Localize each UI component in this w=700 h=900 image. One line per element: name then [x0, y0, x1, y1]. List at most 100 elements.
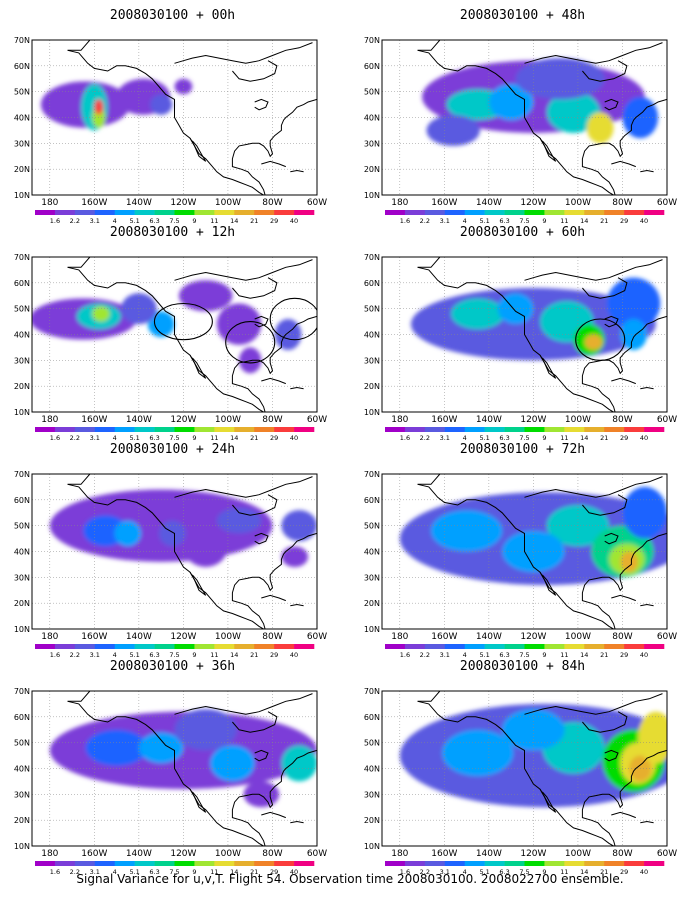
- lat-label: 20N: [364, 165, 380, 174]
- colorbar-label: 7.5: [169, 868, 179, 876]
- colorbar-swatch: [234, 427, 255, 432]
- variance-field: [382, 474, 667, 629]
- lon-label: 160W: [431, 415, 457, 425]
- lon-label: 160W: [81, 415, 107, 425]
- colorbar-swatch: [114, 427, 135, 432]
- colorbar-swatch: [524, 210, 545, 215]
- colorbar-label: 29: [270, 217, 278, 225]
- colorbar-label: 1.6: [400, 434, 410, 442]
- colorbar-swatch: [274, 644, 295, 649]
- colorbar-swatch: [385, 644, 406, 649]
- colorbar-label: 3.1: [440, 434, 450, 442]
- colorbar-label: 29: [270, 868, 278, 876]
- colorbar-label: 9: [192, 434, 196, 442]
- graticule: [32, 40, 317, 195]
- colorbar-swatch: [464, 210, 485, 215]
- colorbar-label: 29: [270, 434, 278, 442]
- graticule: [32, 257, 317, 412]
- lon-label: 80W: [612, 632, 632, 642]
- colorbar-label: 3.1: [440, 217, 450, 225]
- colorbar-swatch: [404, 861, 426, 866]
- colorbar-swatch: [214, 644, 235, 649]
- lon-label: 180: [41, 849, 58, 859]
- colorbar-label: 21: [600, 651, 608, 659]
- colorbar-label: 7.5: [519, 868, 529, 876]
- variance-contour: [502, 709, 565, 751]
- colorbar: 1.6 2.2 3.1 4 5.1 6.3 7.5 9 11 14 21 29 40: [385, 427, 665, 442]
- colorbar-label: 9: [542, 651, 546, 659]
- colorbar-swatch: [644, 210, 665, 215]
- lon-label: 80W: [612, 849, 632, 859]
- lat-label: 10N: [14, 191, 30, 200]
- colorbar-label: 11: [210, 651, 218, 659]
- colorbar-label: 14: [580, 651, 588, 659]
- colorbar-swatch: [114, 210, 135, 215]
- lat-label: 30N: [14, 573, 30, 582]
- colorbar-swatch: [234, 644, 255, 649]
- colorbar-label: 6.3: [499, 651, 509, 659]
- colorbar-swatch: [194, 644, 215, 649]
- colorbar-label: 14: [230, 434, 238, 442]
- variance-contour: [243, 781, 280, 808]
- lat-label: 40N: [14, 548, 30, 557]
- lat-label: 10N: [364, 191, 380, 200]
- colorbar-swatch: [74, 861, 96, 866]
- colorbar-label: 4: [463, 434, 467, 442]
- lon-label: 180: [41, 632, 58, 642]
- lon-label: 180: [391, 198, 408, 208]
- colorbar-swatch: [274, 210, 295, 215]
- variance-field: [32, 691, 317, 846]
- variance-contour: [515, 58, 605, 100]
- lon-label: 60W: [307, 198, 327, 208]
- lat-label: 70N: [14, 687, 30, 696]
- colorbar-swatch: [564, 644, 585, 649]
- colorbar-swatch: [484, 861, 505, 866]
- lat-label: 60N: [14, 496, 30, 505]
- colorbar-swatch: [194, 427, 215, 432]
- variance-field: [32, 474, 317, 629]
- colorbar-swatch: [404, 210, 426, 215]
- colorbar-swatch: [464, 861, 485, 866]
- colorbar-swatch: [504, 644, 525, 649]
- panel-title: 2008030100 + 72h: [459, 442, 586, 457]
- colorbar-swatch: [444, 427, 466, 432]
- lon-label: 140W: [476, 415, 502, 425]
- colorbar-swatch: [274, 861, 295, 866]
- colorbar-label: 1.6: [50, 868, 60, 876]
- panel-title: 2008030100 + 60h: [459, 225, 586, 240]
- colorbar-label: 21: [250, 868, 258, 876]
- variance-contour: [584, 334, 603, 350]
- lon-label: 120W: [520, 632, 546, 642]
- colorbar-label: 4: [463, 651, 467, 659]
- colorbar-swatch: [254, 644, 275, 649]
- graticule: [382, 474, 667, 629]
- lat-label: 60N: [364, 496, 380, 505]
- colorbar-label: 4: [113, 217, 117, 225]
- colorbar: 1.6 2.2 3.1 4 5.1 6.3 7.5 9 11 14 21 29 40: [35, 644, 315, 659]
- colorbar-label: 11: [210, 434, 218, 442]
- panel-title: 2008030100 + 36h: [109, 659, 236, 674]
- panel-title: 2008030100 + 48h: [459, 8, 586, 23]
- colorbar-swatch: [484, 427, 505, 432]
- variance-contour: [174, 78, 193, 95]
- colorbar-swatch: [54, 427, 76, 432]
- lon-label: 100W: [215, 415, 241, 425]
- lat-label: 10N: [364, 842, 380, 851]
- coastline: [417, 257, 667, 412]
- lon-label: 100W: [565, 632, 591, 642]
- map-frame: [381, 39, 668, 196]
- variance-contour: [281, 745, 317, 782]
- lon-label: 60W: [657, 415, 677, 425]
- lon-label: 120W: [170, 198, 196, 208]
- colorbar-swatch: [385, 861, 406, 866]
- colorbar-swatch: [134, 861, 155, 866]
- colorbar-swatch: [35, 644, 56, 649]
- colorbar-swatch: [424, 861, 446, 866]
- lon-label: 140W: [476, 849, 502, 859]
- lon-label: 100W: [565, 849, 591, 859]
- variance-contour: [114, 520, 142, 547]
- lat-label: 50N: [364, 88, 380, 97]
- colorbar-swatch: [644, 427, 665, 432]
- colorbar-swatch: [54, 210, 76, 215]
- lat-label: 50N: [14, 88, 30, 97]
